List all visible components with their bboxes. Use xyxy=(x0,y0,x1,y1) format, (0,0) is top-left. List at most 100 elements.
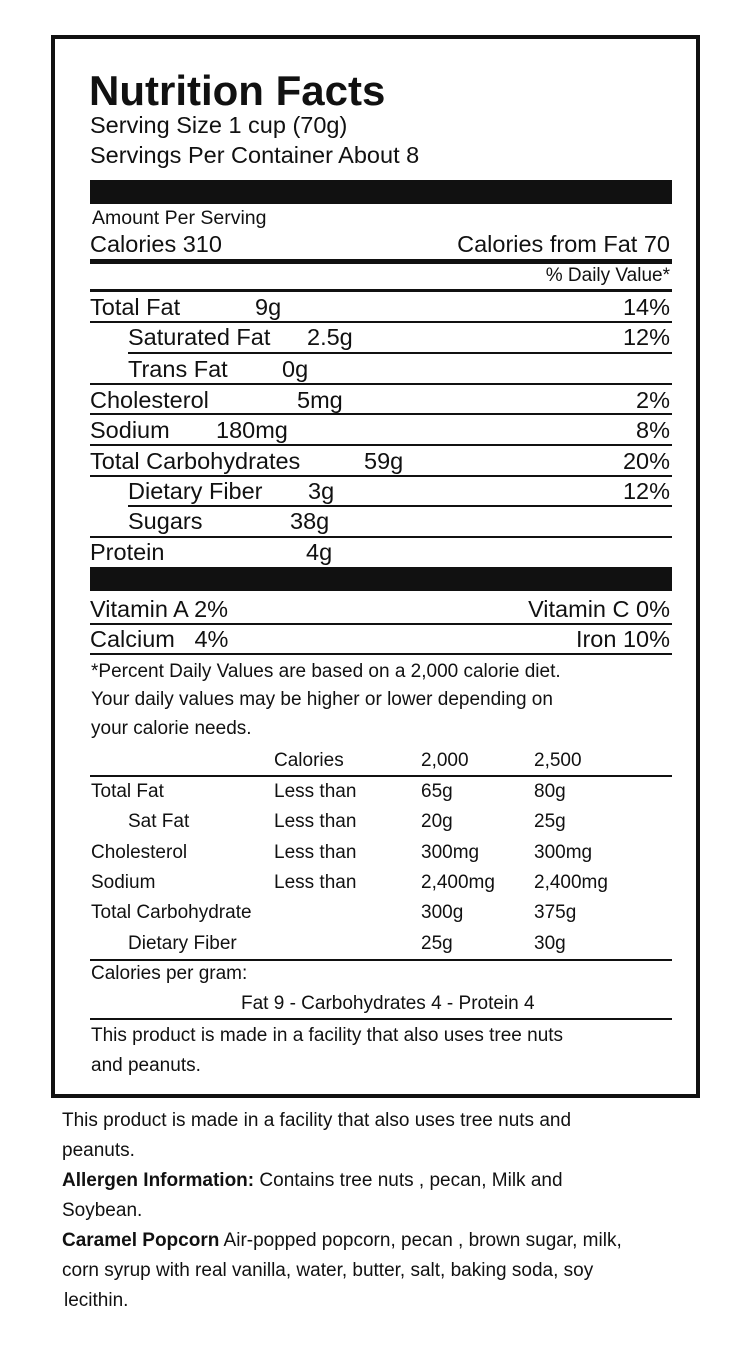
calories-row: Calories 310 Calories from Fat 70 xyxy=(90,230,672,258)
allergen-information: Allergen Information: Contains tree nuts… xyxy=(62,1166,742,1196)
daily-value-header: % Daily Value* xyxy=(545,265,670,286)
vitamin-c: Vitamin C 0% xyxy=(528,596,670,622)
table-cell: 25g xyxy=(421,932,453,954)
nutrient-amount: 4g xyxy=(306,539,333,565)
divider xyxy=(90,1018,672,1020)
nutrient-row-sugars: Sugars 38g xyxy=(90,507,672,535)
table-cell: Less than xyxy=(274,781,357,802)
label-title: Nutrition Facts xyxy=(89,67,386,114)
divider xyxy=(128,505,672,507)
divider xyxy=(128,352,672,354)
nutrient-name: Protein xyxy=(90,539,165,565)
table-header-2500: 2,500 xyxy=(534,750,582,771)
medium-divider xyxy=(90,259,672,264)
table-header-calories: Calories xyxy=(274,750,344,771)
nutrient-dv: 20% xyxy=(622,448,670,474)
amount-per-serving: Amount Per Serving xyxy=(92,207,267,229)
thick-divider xyxy=(90,180,672,204)
nutrient-amount: 59g xyxy=(364,448,404,474)
table-header-blank xyxy=(91,749,274,773)
table-cell: 20g xyxy=(421,811,453,833)
ingredients-text: lecithin. xyxy=(64,1290,129,1311)
table-row: Total Carbohydrate 300g 375g xyxy=(91,901,672,925)
vitamin-row-2: Calcium 4% Iron 10% xyxy=(90,625,672,653)
nutrient-amount: 38g xyxy=(290,508,330,534)
table-header-2000: 2,000 xyxy=(421,750,469,771)
table-cell: 300mg xyxy=(534,841,593,863)
facility-note-line: and peanuts. xyxy=(91,1055,201,1076)
table-row: Cholesterol Less than 300mg 300mg xyxy=(91,841,672,865)
table-cell: Sodium xyxy=(91,871,156,893)
nutrition-label-border xyxy=(51,35,700,1098)
nutrient-amount: 3g xyxy=(308,478,335,504)
table-cell: 375g xyxy=(534,902,577,924)
divider xyxy=(90,413,672,415)
table-cell: 30g xyxy=(534,932,566,954)
servings-per-container: Servings Per Container About 8 xyxy=(90,142,420,168)
nutrient-amount: 9g xyxy=(255,294,282,320)
nutrient-row-sodium: Sodium 180mg 8% xyxy=(90,416,672,444)
table-cell: 2,400mg xyxy=(421,871,495,893)
nutrient-name: Sodium xyxy=(90,417,170,443)
table-row: Sodium Less than 2,400mg 2,400mg xyxy=(91,871,672,895)
nutrient-row-trans-fat: Trans Fat 0g xyxy=(90,355,672,383)
nutrient-name: Sugars xyxy=(128,508,203,534)
nutrient-name: Cholesterol xyxy=(90,387,209,413)
footnote-line: your calorie needs. xyxy=(91,718,252,739)
table-cell: Less than xyxy=(274,811,357,833)
ingredients: Caramel Popcorn Air-popped popcorn, peca… xyxy=(62,1226,742,1256)
table-cell: 300g xyxy=(421,902,464,924)
table-row: Sat Fat Less than 20g 25g xyxy=(91,810,672,834)
table-row: Dietary Fiber 25g 30g xyxy=(91,932,672,956)
nutrient-dv: 8% xyxy=(636,417,670,443)
facility-note-line: This product is made in a facility that … xyxy=(91,1025,564,1046)
table-cell: Less than xyxy=(274,871,357,893)
nutrient-row-protein: Protein 4g xyxy=(90,538,672,566)
nutrient-name: Dietary Fiber xyxy=(128,478,263,504)
table-cell: 25g xyxy=(534,811,566,833)
ingredients-text: corn syrup with real vanilla, water, but… xyxy=(62,1260,594,1281)
calories-per-gram: Calories per gram: xyxy=(91,963,248,984)
allergen-text: Contains tree nuts , pecan, Milk and xyxy=(254,1170,563,1191)
footnote-line: *Percent Daily Values are based on a 2,0… xyxy=(91,661,561,682)
divider xyxy=(90,383,672,385)
serving-size: Serving Size 1 cup (70g) xyxy=(90,112,348,138)
table-cell: Dietary Fiber xyxy=(128,932,237,954)
nutrient-dv: 12% xyxy=(622,324,670,350)
allergen-text: Soybean. xyxy=(62,1200,143,1221)
nutrient-dv: 2% xyxy=(636,387,670,413)
table-cell: Cholesterol xyxy=(91,841,188,863)
nutrient-row-total-carbohydrates: Total Carbohydrates 59g 20% xyxy=(90,447,672,475)
nutrient-row-saturated-fat: Saturated Fat 2.5g 12% xyxy=(90,323,672,351)
table-cell: 2,400mg xyxy=(534,871,608,893)
allergen-label: Allergen Information: xyxy=(62,1170,255,1191)
calcium: Calcium 4% xyxy=(90,626,229,652)
daily-value-header-row: % Daily Value* xyxy=(90,262,672,290)
vitamin-a: Vitamin A 2% xyxy=(90,596,229,622)
product-name: Caramel Popcorn xyxy=(62,1230,220,1251)
nutrient-amount: 0g xyxy=(282,356,309,382)
footnote-line: Your daily values may be higher or lower… xyxy=(91,689,553,710)
calories-from-fat: Calories from Fat 70 xyxy=(457,231,670,257)
nutrient-amount: 180mg xyxy=(216,417,288,443)
facility-note-line: This product is made in a facility that … xyxy=(62,1110,572,1131)
table-row: Total Fat Less than 65g 80g xyxy=(91,780,672,804)
nutrient-amount: 2.5g xyxy=(307,324,353,350)
table-cell: Total Carbohydrate xyxy=(91,902,252,924)
table-cell: Less than xyxy=(274,841,357,863)
table-header-row: Calories 2,000 2,500 xyxy=(91,749,672,773)
divider xyxy=(90,623,672,625)
divider xyxy=(90,653,672,655)
nutrient-name: Trans Fat xyxy=(128,356,228,382)
table-cell: 80g xyxy=(534,781,566,802)
ingredients-text: Air-popped popcorn, pecan , brown sugar,… xyxy=(219,1230,622,1251)
nutrient-name: Total Fat xyxy=(90,294,181,320)
below-facility-note: This product is made in a facility that … xyxy=(62,1106,742,1316)
divider xyxy=(90,536,672,538)
nutrient-row-cholesterol: Cholesterol 5mg 2% xyxy=(90,386,672,414)
nutrient-name: Total Carbohydrates xyxy=(90,448,301,474)
table-cell: Sat Fat xyxy=(128,811,190,833)
nutrient-dv: 12% xyxy=(622,478,670,504)
nutrient-name: Saturated Fat xyxy=(128,324,271,350)
nutrient-amount: 5mg xyxy=(297,387,343,413)
